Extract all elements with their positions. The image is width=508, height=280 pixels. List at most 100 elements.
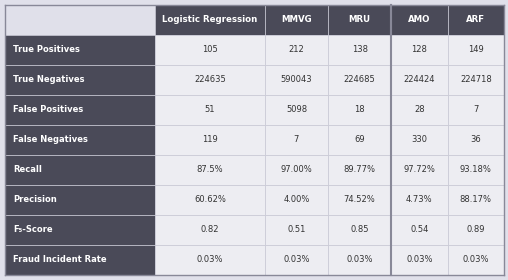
Bar — [265, 35, 328, 65]
Text: 105: 105 — [202, 45, 218, 55]
Text: 18: 18 — [354, 106, 365, 115]
Bar — [448, 5, 504, 35]
Text: 36: 36 — [470, 136, 481, 144]
Bar — [5, 65, 155, 95]
Text: 28: 28 — [414, 106, 425, 115]
Text: 60.62%: 60.62% — [194, 195, 226, 204]
Text: AMO: AMO — [408, 15, 431, 25]
Bar — [391, 185, 448, 215]
Text: 7: 7 — [473, 106, 479, 115]
Text: 74.52%: 74.52% — [344, 195, 375, 204]
Bar — [328, 125, 391, 155]
Text: True Positives: True Positives — [13, 45, 80, 55]
Text: 89.77%: 89.77% — [343, 165, 375, 174]
Bar — [328, 95, 391, 125]
Bar — [391, 35, 448, 65]
Bar — [448, 155, 504, 185]
Bar — [391, 155, 448, 185]
Text: ARF: ARF — [466, 15, 485, 25]
Text: 69: 69 — [354, 136, 365, 144]
Text: 88.17%: 88.17% — [460, 195, 492, 204]
Bar — [448, 245, 504, 275]
Text: Logistic Regression: Logistic Regression — [162, 15, 258, 25]
Bar — [5, 215, 155, 245]
Bar — [328, 215, 391, 245]
Text: 0.85: 0.85 — [351, 225, 369, 234]
Bar — [328, 65, 391, 95]
Text: MRU: MRU — [348, 15, 371, 25]
Text: 0.51: 0.51 — [287, 225, 306, 234]
Text: 97.00%: 97.00% — [280, 165, 312, 174]
Text: 93.18%: 93.18% — [460, 165, 492, 174]
Text: 0.03%: 0.03% — [283, 256, 310, 265]
Text: Precision: Precision — [13, 195, 57, 204]
Bar — [448, 125, 504, 155]
Bar — [448, 95, 504, 125]
Bar — [448, 65, 504, 95]
Bar — [5, 155, 155, 185]
Text: False Positives: False Positives — [13, 106, 83, 115]
Bar — [391, 65, 448, 95]
Bar — [5, 35, 155, 65]
Text: 7: 7 — [294, 136, 299, 144]
Text: 224424: 224424 — [404, 76, 435, 85]
Bar — [155, 125, 265, 155]
Bar — [391, 125, 448, 155]
Bar — [328, 245, 391, 275]
Bar — [265, 245, 328, 275]
Text: 5098: 5098 — [286, 106, 307, 115]
Text: 0.03%: 0.03% — [463, 256, 489, 265]
Text: 330: 330 — [411, 136, 427, 144]
Text: 0.03%: 0.03% — [346, 256, 373, 265]
Bar — [155, 245, 265, 275]
Text: 212: 212 — [289, 45, 304, 55]
Bar — [328, 35, 391, 65]
Text: 0.03%: 0.03% — [406, 256, 433, 265]
Text: MMVG: MMVG — [281, 15, 312, 25]
Text: 138: 138 — [352, 45, 368, 55]
Bar — [5, 245, 155, 275]
Bar — [328, 155, 391, 185]
Bar — [265, 125, 328, 155]
Text: 224635: 224635 — [194, 76, 226, 85]
Text: 0.03%: 0.03% — [197, 256, 223, 265]
Text: 4.00%: 4.00% — [283, 195, 310, 204]
Bar — [328, 5, 391, 35]
Bar — [391, 95, 448, 125]
Bar — [5, 125, 155, 155]
Text: 224685: 224685 — [344, 76, 375, 85]
Text: 4.73%: 4.73% — [406, 195, 433, 204]
Bar — [448, 35, 504, 65]
Bar — [155, 155, 265, 185]
Text: Fraud Incident Rate: Fraud Incident Rate — [13, 256, 107, 265]
Bar — [155, 215, 265, 245]
Text: 0.82: 0.82 — [201, 225, 219, 234]
Bar — [448, 185, 504, 215]
Bar — [265, 215, 328, 245]
Bar — [265, 185, 328, 215]
Text: False Negatives: False Negatives — [13, 136, 88, 144]
Text: 0.54: 0.54 — [410, 225, 429, 234]
Text: 87.5%: 87.5% — [197, 165, 223, 174]
Bar — [265, 95, 328, 125]
Text: 149: 149 — [468, 45, 484, 55]
Text: 128: 128 — [411, 45, 427, 55]
Text: 0.89: 0.89 — [466, 225, 485, 234]
Bar — [5, 185, 155, 215]
Text: True Negatives: True Negatives — [13, 76, 84, 85]
Bar — [391, 5, 448, 35]
Text: 224718: 224718 — [460, 76, 492, 85]
Bar — [155, 185, 265, 215]
Text: Recall: Recall — [13, 165, 42, 174]
Bar — [265, 155, 328, 185]
Bar — [328, 185, 391, 215]
Bar — [265, 5, 328, 35]
Text: F₅-Score: F₅-Score — [13, 225, 53, 234]
Text: 590043: 590043 — [280, 76, 312, 85]
Text: 51: 51 — [205, 106, 215, 115]
Bar — [5, 95, 155, 125]
Bar — [155, 5, 265, 35]
Bar — [265, 65, 328, 95]
Bar — [391, 245, 448, 275]
Text: 119: 119 — [202, 136, 218, 144]
